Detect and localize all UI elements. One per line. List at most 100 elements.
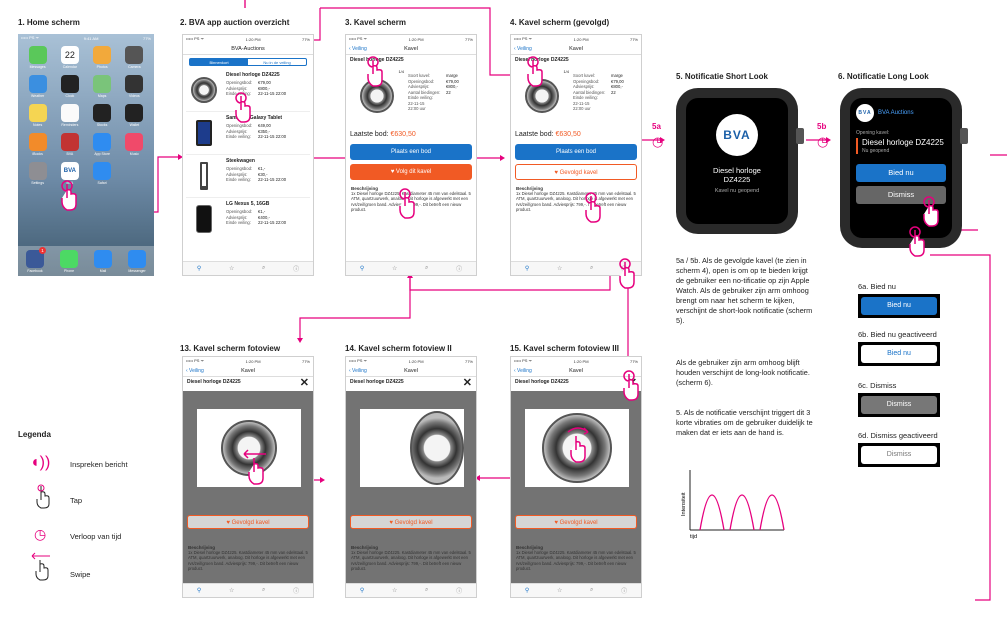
app-icon[interactable]: Notes bbox=[24, 104, 51, 127]
close-icon[interactable]: ✕ bbox=[462, 377, 472, 389]
app-icon[interactable]: Stocks bbox=[89, 104, 116, 127]
tab-magnifier-icon[interactable]: ⌕ bbox=[590, 265, 594, 271]
app-label: Clock bbox=[65, 94, 75, 98]
dismiss-button[interactable]: Dismiss bbox=[856, 186, 946, 204]
dock-app-icon[interactable]: 1 Facebook bbox=[26, 246, 46, 273]
app-icon[interactable]: Wallet bbox=[121, 104, 148, 127]
app-icon[interactable]: Weather bbox=[24, 75, 51, 98]
nav-title: BVA-Auctions bbox=[231, 45, 265, 52]
tab-star-icon[interactable]: ☆ bbox=[556, 266, 563, 272]
explain-p1: 5a / 5b. Als de gevolgde kavel (te zien … bbox=[676, 256, 813, 325]
spec-value: €79,00 bbox=[446, 78, 459, 84]
back-button[interactable]: ‹ Veiling bbox=[349, 367, 367, 374]
detail-value: €400,- bbox=[258, 214, 270, 220]
app-icon[interactable]: Videos bbox=[121, 75, 148, 98]
app-icon[interactable]: iBooks bbox=[24, 133, 51, 156]
close-icon[interactable]: ✕ bbox=[299, 377, 309, 389]
state-c-button[interactable]: Dismiss bbox=[861, 396, 937, 414]
dock-app-icon[interactable]: Phone bbox=[60, 249, 78, 273]
battery-text: 77% bbox=[464, 36, 473, 42]
tab-bar: ⚲ ☆ ⌕ ⓘ bbox=[183, 583, 313, 597]
followed-button[interactable]: ♥ Gevolgd kavel bbox=[515, 515, 637, 529]
spec-value: 22 bbox=[446, 89, 451, 95]
back-button[interactable]: ‹ Veiling bbox=[514, 367, 532, 374]
bid-now-button[interactable]: Bied nu bbox=[856, 164, 946, 182]
list-item[interactable]: Samsung Galaxy Tablet Openingsbod: €49,00 A… bbox=[183, 112, 313, 154]
tab-magnifier-icon[interactable]: ⌕ bbox=[590, 587, 594, 593]
app-icon[interactable]: Safari bbox=[89, 162, 116, 185]
spec-value: 22 bbox=[611, 89, 616, 95]
tab-search-icon[interactable]: ⚲ bbox=[359, 266, 365, 272]
spec-row: Aantal biedingen: 22 bbox=[573, 90, 624, 96]
overview-screen: ••••• PS ᯤ 1:20 PM 77% BVA-Auctions Binnen… bbox=[182, 34, 314, 276]
tab-star-icon[interactable]: ☆ bbox=[391, 588, 398, 594]
tab-magnifier-icon[interactable]: ⌕ bbox=[425, 265, 429, 271]
app-icon[interactable]: Photos bbox=[89, 46, 116, 69]
short-look-sub: Kavel nu geopend bbox=[714, 188, 760, 194]
battery-text: 77% bbox=[142, 35, 151, 41]
tab-info-icon[interactable]: ⓘ bbox=[456, 267, 463, 273]
list-item[interactable]: LG Nexus 5, 16GB Openingsbod: €1,- Adviespr… bbox=[183, 198, 313, 240]
app-icon[interactable]: Maps bbox=[89, 75, 116, 98]
tab-search-icon[interactable]: ⚲ bbox=[196, 588, 202, 594]
tab-magnifier-icon[interactable]: ⌕ bbox=[262, 587, 266, 593]
list-item[interactable]: Diesel horloge DZ4225 Openingsbod: €79,00 A… bbox=[183, 69, 313, 111]
tab-search-icon[interactable]: ⚲ bbox=[196, 266, 202, 272]
app-icon[interactable]: Messages bbox=[24, 46, 51, 69]
tab-search-icon[interactable]: ⚲ bbox=[524, 266, 530, 272]
dock-app-icon[interactable]: Messenger bbox=[128, 249, 146, 273]
place-bid-button[interactable]: Plaats een bod bbox=[515, 144, 637, 160]
long-look-title: Diesel horloge DZ4225 bbox=[862, 138, 944, 147]
follow-button[interactable]: ♥ Volg dit kavel bbox=[350, 164, 472, 180]
tab-magnifier-icon[interactable]: ⌕ bbox=[262, 265, 266, 271]
tab-search-icon[interactable]: ⚲ bbox=[524, 588, 530, 594]
tab-info-icon[interactable]: ⓘ bbox=[456, 589, 463, 595]
app-icon[interactable]: Clock bbox=[56, 75, 83, 98]
battery-text: 77% bbox=[301, 36, 310, 42]
seg-live[interactable]: Nu in de veiling bbox=[263, 60, 291, 65]
tab-info-icon[interactable]: ⓘ bbox=[293, 589, 300, 595]
spec-key: Soort kavel: bbox=[573, 73, 596, 78]
app-icon[interactable]: App Store bbox=[89, 133, 116, 156]
spec-value: 22-11-15 22:00 uur bbox=[408, 100, 426, 112]
app-label: Wallet bbox=[129, 123, 140, 127]
dock-app-icon[interactable]: Mail bbox=[94, 249, 112, 273]
state-a-button[interactable]: Bied nu bbox=[861, 297, 937, 315]
tab-star-icon[interactable]: ☆ bbox=[556, 588, 563, 594]
state-b-button[interactable]: Bied nu bbox=[861, 345, 937, 363]
followed-button[interactable]: ♥ Gevolgd kavel bbox=[187, 515, 309, 529]
tab-star-icon[interactable]: ☆ bbox=[391, 266, 398, 272]
back-button[interactable]: ‹ Veiling bbox=[186, 367, 204, 374]
app-icon[interactable]: BVA bbox=[56, 133, 83, 156]
state-d-button[interactable]: Dismiss bbox=[861, 446, 937, 464]
tab-search-icon[interactable]: ⚲ bbox=[359, 588, 365, 594]
app-icon[interactable]: Music bbox=[121, 133, 148, 156]
fotoview-2-screen: ••••• PS ᯤ 1:20 PM 77% ‹ Veiling Kavel Diesel… bbox=[345, 356, 477, 598]
app-icon[interactable]: 22 Calendar bbox=[56, 46, 83, 69]
app-icon[interactable]: BVA BVA bbox=[56, 162, 83, 185]
app-icon[interactable]: Camera bbox=[121, 46, 148, 69]
app-icon[interactable]: Reminders bbox=[56, 104, 83, 127]
tab-star-icon[interactable]: ☆ bbox=[228, 588, 235, 594]
app-icon[interactable]: Settings bbox=[24, 162, 51, 185]
tab-info-icon[interactable]: ⓘ bbox=[293, 267, 300, 273]
app-icon[interactable] bbox=[121, 162, 148, 185]
place-bid-button[interactable]: Plaats een bod bbox=[350, 144, 472, 160]
seg-upcoming[interactable]: Binnenkort bbox=[190, 59, 248, 65]
tab-star-icon[interactable]: ☆ bbox=[228, 266, 235, 272]
back-button[interactable]: ‹ Veiling bbox=[514, 45, 532, 52]
segment-control[interactable]: Binnenkort Nu in de veiling bbox=[189, 58, 307, 66]
tab-magnifier-icon[interactable]: ⌕ bbox=[425, 587, 429, 593]
spec-row: Openingsbod: €79,00 bbox=[573, 79, 624, 85]
followed-button[interactable]: ♥ Gevolgd kavel bbox=[515, 164, 637, 180]
back-button[interactable]: ‹ Veiling bbox=[349, 45, 367, 52]
tab-info-icon[interactable]: ⓘ bbox=[621, 589, 628, 595]
list-item[interactable]: Steekwagen Openingsbod: €1,- Adviesprijs: €3… bbox=[183, 155, 313, 197]
spec-value: €800,- bbox=[611, 84, 623, 89]
last-bid: Laatste bod: €630,50 bbox=[511, 127, 641, 144]
description-text: 1x Diesel horloge DZ4225. Kastdiameter 4… bbox=[351, 550, 471, 571]
label-overview: 2. BVA app auction overzicht bbox=[180, 18, 290, 27]
followed-button[interactable]: ♥ Gevolgd kavel bbox=[350, 515, 472, 529]
photo-viewer[interactable] bbox=[360, 409, 464, 487]
item-title: Samsung Galaxy Tablet bbox=[226, 115, 283, 121]
